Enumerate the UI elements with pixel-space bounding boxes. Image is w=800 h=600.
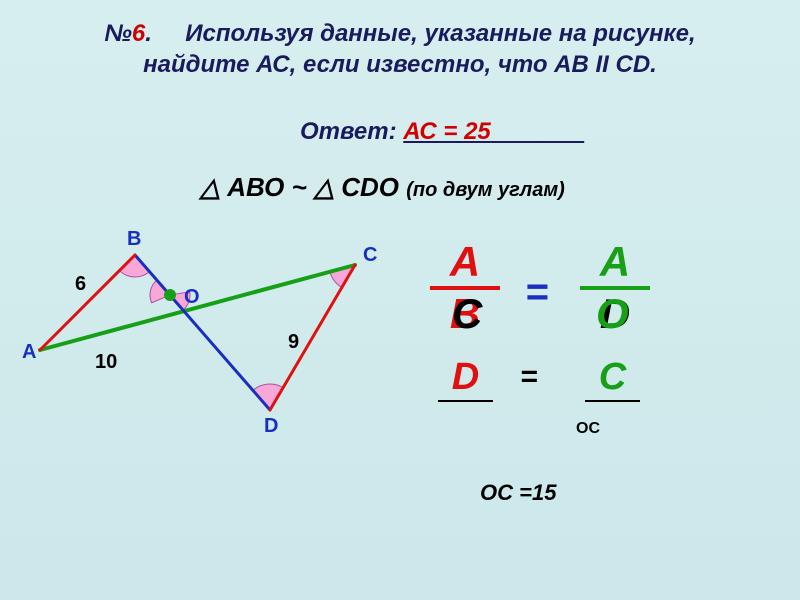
- fraction-c: C: [585, 358, 640, 404]
- similar-triangles: △ АВО ~ △ СDО: [200, 172, 406, 202]
- oc-lhs: ОС =: [480, 480, 532, 505]
- svg-text:О: О: [184, 286, 200, 308]
- answer-label: Ответ:: [300, 118, 403, 145]
- oc-val: 15: [532, 480, 556, 505]
- fraction-area: A B C = A D O D = C: [420, 240, 780, 420]
- title-hash: №: [104, 20, 132, 47]
- frac1-top: A: [430, 240, 500, 284]
- svg-text:В: В: [127, 228, 141, 250]
- frac4-bar: [585, 400, 640, 402]
- frac1-bot-wrap: B C: [430, 292, 500, 336]
- frac2-overlay: O: [596, 292, 629, 336]
- fraction-ab: A B C: [430, 240, 500, 336]
- title-number: 6: [132, 20, 145, 47]
- svg-text:6: 6: [75, 273, 86, 295]
- diagram-lines: [40, 255, 355, 410]
- equals-1: =: [525, 270, 548, 315]
- svg-text:9: 9: [288, 331, 299, 353]
- slide: №6. Используя данные, указанные на рисун…: [0, 0, 800, 600]
- similarity-statement: △ АВО ~ △ СDО (по двум углам): [200, 172, 760, 203]
- frac1-overlay: C: [452, 292, 482, 336]
- frac2-bot-wrap: D O: [580, 292, 650, 336]
- similar-note: (по двум углам): [406, 179, 565, 201]
- svg-text:А: А: [22, 341, 36, 363]
- answer-trail: _______: [491, 118, 584, 145]
- answer-line: Ответ: АС = 25_______: [300, 118, 760, 146]
- frac4-top: C: [585, 358, 640, 398]
- svg-text:D: D: [264, 415, 278, 437]
- geometry-diagram: А В О С D 6 10 9: [20, 220, 400, 440]
- title-line1: . Используя данные, указанные на рисунке…: [145, 20, 695, 47]
- oc-result: ОС =15: [480, 480, 556, 506]
- frac3-bar: [438, 400, 493, 402]
- frac2-top: A: [580, 240, 650, 284]
- svg-text:10: 10: [95, 351, 117, 373]
- fraction-d: D: [438, 358, 493, 404]
- oc-denominator-label: ОС: [576, 420, 600, 438]
- fraction-ao: A D O: [580, 240, 650, 336]
- point-o-dot: [164, 289, 176, 301]
- answer-value: АС = 25: [403, 118, 491, 145]
- point-labels: А В О С D: [22, 228, 377, 437]
- frac3-top: D: [438, 358, 493, 398]
- problem-title: №6. Используя данные, указанные на рисун…: [0, 18, 800, 80]
- equals-2: =: [520, 360, 538, 394]
- title-line2: найдите АС, если известно, что АВ II СD.: [143, 51, 657, 78]
- svg-text:С: С: [363, 244, 377, 266]
